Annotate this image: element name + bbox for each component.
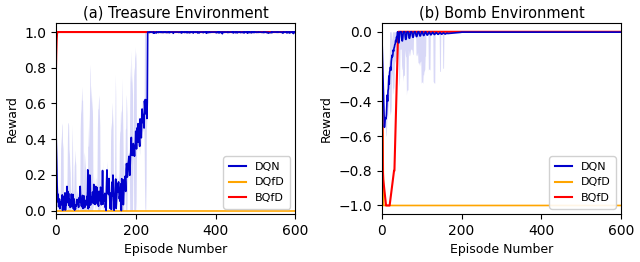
DQfD — [617, 204, 625, 207]
DQN — [194, 31, 202, 35]
BQfD — [486, 30, 494, 33]
DQN — [538, 31, 546, 34]
DQfD — [558, 204, 566, 207]
DQN — [144, 30, 152, 34]
DQfD — [94, 209, 102, 212]
DQN — [94, 203, 102, 206]
DQN — [52, 120, 60, 123]
X-axis label: Episode Number: Episode Number — [124, 243, 227, 256]
DQN — [378, 30, 385, 33]
DQfD — [113, 209, 121, 212]
BQfD — [114, 30, 122, 34]
BQfD — [382, 204, 390, 207]
Line: DQN: DQN — [381, 32, 621, 127]
BQfD — [161, 30, 168, 34]
DQN — [420, 33, 428, 36]
DQfD — [160, 209, 168, 212]
DQN — [381, 126, 388, 129]
BQfD — [95, 30, 102, 34]
BQfD — [378, 30, 385, 33]
DQfD — [193, 209, 201, 212]
DQN — [519, 31, 527, 34]
DQfD — [519, 204, 527, 207]
Line: DQN: DQN — [56, 32, 295, 211]
DQN — [486, 31, 494, 34]
Line: BQfD: BQfD — [56, 32, 295, 77]
BQfD — [54, 30, 61, 34]
DQfD — [291, 209, 299, 212]
DQN — [440, 31, 447, 35]
DQN — [558, 31, 566, 34]
BQfD — [420, 30, 428, 33]
DQN — [291, 30, 299, 34]
BQfD — [519, 30, 527, 33]
BQfD — [52, 75, 60, 78]
Title: (b) Bomb Environment: (b) Bomb Environment — [419, 6, 584, 20]
Y-axis label: Reward: Reward — [6, 95, 19, 142]
DQN — [233, 30, 241, 34]
X-axis label: Episode Number: Episode Number — [450, 243, 553, 256]
DQN — [118, 209, 125, 212]
Title: (a) Treasure Environment: (a) Treasure Environment — [83, 6, 269, 20]
DQfD — [420, 204, 428, 207]
DQN — [212, 31, 220, 34]
DQfD — [378, 30, 385, 33]
DQN — [617, 31, 625, 34]
Legend: DQN, DQfD, BQfD: DQN, DQfD, BQfD — [223, 156, 290, 209]
DQfD — [486, 204, 494, 207]
BQfD — [232, 30, 240, 34]
BQfD — [291, 30, 299, 34]
DQfD — [232, 209, 240, 212]
DQfD — [52, 209, 60, 212]
Legend: DQN, DQfD, BQfD: DQN, DQfD, BQfD — [549, 156, 616, 209]
BQfD — [558, 30, 566, 33]
DQN — [161, 30, 169, 34]
BQfD — [212, 30, 220, 34]
BQfD — [617, 30, 625, 33]
BQfD — [440, 30, 447, 33]
Line: DQfD: DQfD — [381, 32, 621, 205]
BQfD — [193, 30, 201, 34]
Y-axis label: Reward: Reward — [320, 95, 333, 142]
BQfD — [538, 30, 546, 33]
DQfD — [380, 204, 387, 207]
DQfD — [440, 204, 447, 207]
Line: BQfD: BQfD — [381, 32, 621, 205]
DQfD — [538, 204, 546, 207]
DQfD — [212, 209, 220, 212]
DQN — [113, 183, 121, 186]
